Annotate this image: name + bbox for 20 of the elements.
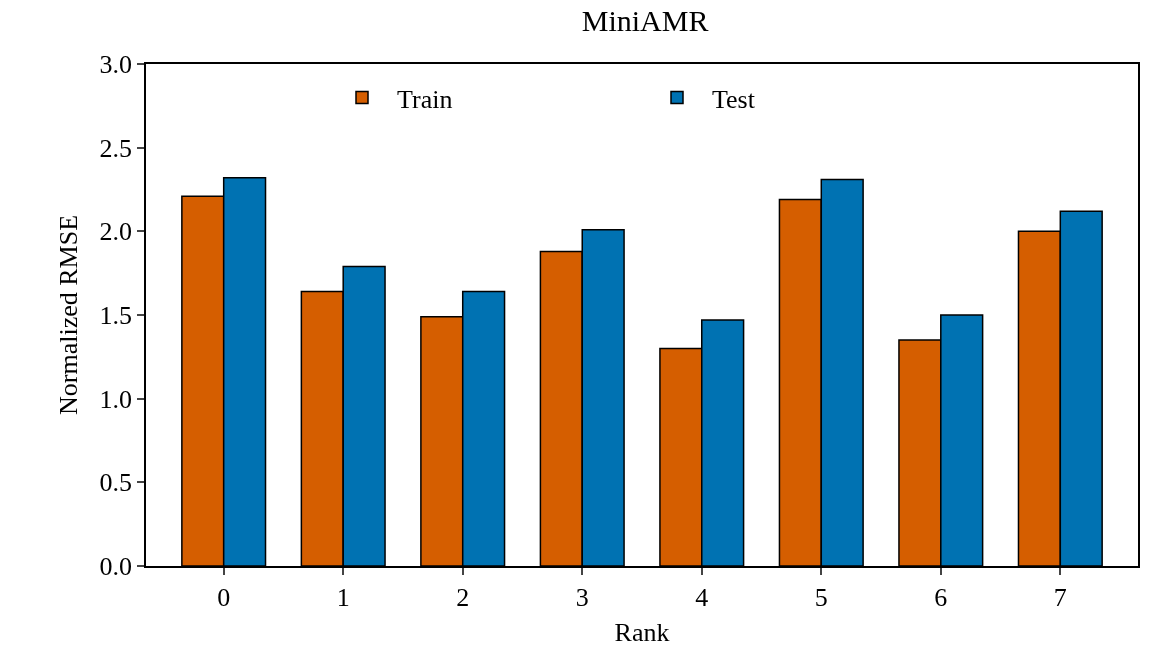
y-axis-title: Normalized RMSE [54, 214, 84, 416]
x-tick-label: 3 [575, 582, 589, 612]
y-tick-label: 3.0 [99, 50, 133, 80]
x-tick-label: 6 [934, 582, 948, 612]
y-tick-label: 1.5 [99, 301, 133, 331]
y-tick-label: 2.5 [99, 133, 133, 163]
y-tick-label: 0.5 [99, 468, 133, 498]
y-tick-label: 1.0 [99, 384, 133, 414]
x-tick-label: 0 [217, 582, 231, 612]
x-tick-label: 1 [336, 582, 350, 612]
legend-label: Test [712, 84, 756, 114]
x-tick-label: 7 [1053, 582, 1067, 612]
y-tick-label: 0.0 [99, 552, 133, 582]
y-tick-label: 2.0 [99, 217, 133, 247]
x-tick-label: 4 [695, 582, 709, 612]
chart-title: MiniAMR [581, 4, 709, 38]
x-tick-label: 5 [814, 582, 828, 612]
legend-label: Train [397, 84, 453, 114]
x-tick-label: 2 [456, 582, 470, 612]
x-axis-title: Rank [614, 618, 670, 648]
